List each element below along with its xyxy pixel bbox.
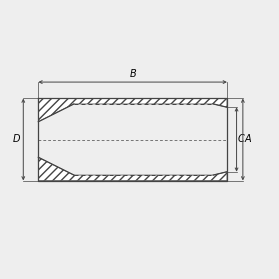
Text: B: B <box>129 69 136 79</box>
Text: C: C <box>238 134 245 145</box>
Text: A: A <box>244 134 251 145</box>
Polygon shape <box>38 98 227 122</box>
Polygon shape <box>38 157 227 181</box>
Text: D: D <box>13 134 21 145</box>
